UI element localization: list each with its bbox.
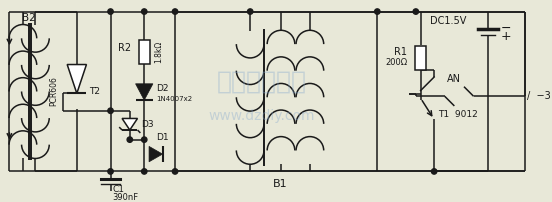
Text: T2: T2 [89, 87, 100, 96]
Text: B1: B1 [273, 179, 288, 189]
Text: 1N4007x2: 1N4007x2 [156, 96, 192, 102]
Circle shape [247, 9, 253, 14]
Text: www.dzdiy.com: www.dzdiy.com [209, 108, 315, 123]
Circle shape [141, 169, 147, 174]
Circle shape [413, 9, 418, 14]
Text: 200Ω: 200Ω [385, 58, 407, 67]
Text: +: + [501, 30, 511, 43]
Polygon shape [149, 146, 162, 162]
Text: 电子制作社区: 电子制作社区 [217, 70, 307, 94]
Circle shape [375, 9, 380, 14]
Text: 390nF: 390nF [113, 193, 139, 202]
Polygon shape [67, 64, 87, 93]
Circle shape [432, 169, 437, 174]
Circle shape [141, 137, 147, 142]
Circle shape [108, 108, 113, 114]
Text: T1  9012: T1 9012 [438, 110, 477, 119]
Text: B2: B2 [22, 14, 35, 23]
Text: DC1.5V: DC1.5V [431, 16, 467, 26]
Text: /  −3: / −3 [527, 91, 550, 101]
Polygon shape [122, 118, 137, 130]
Text: D1: D1 [156, 133, 168, 142]
Text: R1: R1 [394, 47, 407, 57]
Text: AN: AN [447, 74, 461, 84]
Polygon shape [136, 84, 153, 100]
Bar [415, 46, 426, 70]
Text: R2: R2 [118, 43, 131, 53]
Circle shape [172, 9, 178, 14]
Text: PCR606: PCR606 [49, 77, 58, 106]
Text: 1.8kΩ: 1.8kΩ [154, 41, 163, 63]
Text: D3: D3 [141, 120, 154, 129]
Text: C1: C1 [113, 185, 124, 194]
Circle shape [108, 9, 113, 14]
Circle shape [141, 9, 147, 14]
Circle shape [172, 169, 178, 174]
Circle shape [108, 169, 113, 174]
Bar [139, 40, 150, 64]
Text: D2: D2 [156, 84, 168, 93]
Text: −: − [501, 22, 511, 35]
Circle shape [127, 137, 132, 142]
